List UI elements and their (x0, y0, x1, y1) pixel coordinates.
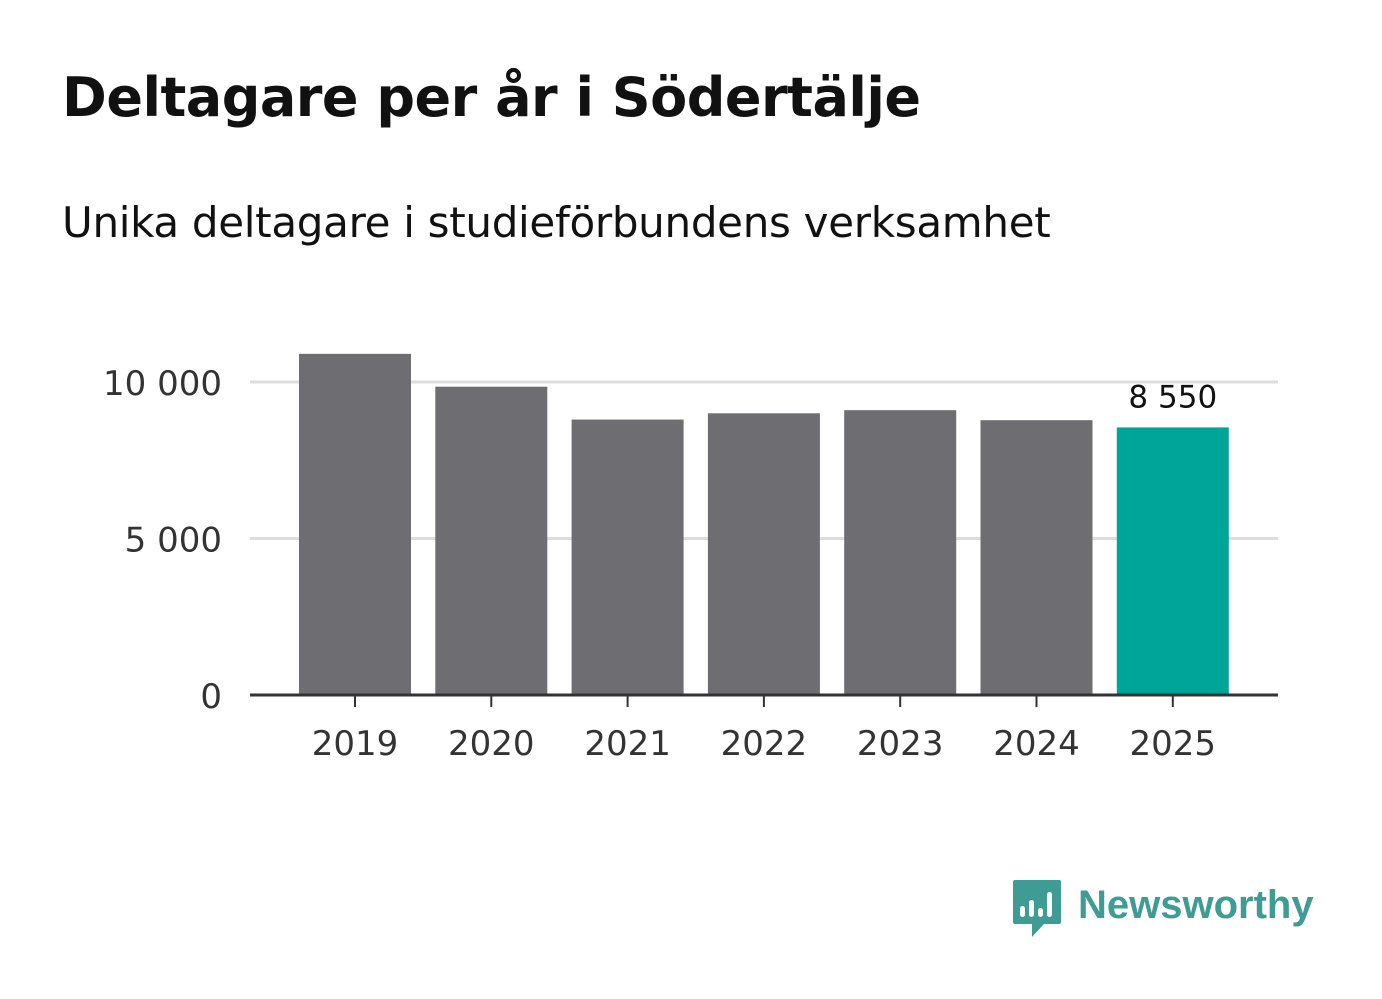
chart-bubble-icon (1013, 880, 1061, 937)
page-subtitle: Unika deltagare i studieförbundens verks… (62, 198, 1051, 247)
bar-layer (299, 353, 1229, 695)
y-tick-label: 0 (200, 677, 222, 717)
axis-layer (250, 693, 1278, 707)
y-tick-label: 5 000 (125, 521, 222, 561)
bar-2025 (1116, 427, 1229, 695)
bar-2023 (844, 410, 957, 695)
x-tick-label: 2020 (448, 724, 535, 764)
x-tick-label: 2022 (721, 724, 808, 764)
x-tick-label: 2019 (312, 724, 399, 764)
label-layer: 0 5 000 10 000 2019 2020 2021 2022 2023 2024 2025… (103, 364, 1217, 764)
x-tick-label: 2025 (1130, 724, 1217, 764)
x-tick-label: 2024 (993, 724, 1080, 764)
x-tick-label: 2023 (857, 724, 944, 764)
bar-2019 (299, 353, 411, 695)
data-label: 8 550 (1128, 379, 1217, 415)
brand-name: Newsworthy (1078, 882, 1314, 927)
bar-2021 (571, 419, 684, 695)
newsworthy-logo: Newsworthy (1012, 878, 1314, 940)
y-tick-label: 10 000 (103, 364, 222, 404)
bar-2022 (707, 413, 820, 695)
page-title: Deltagare per år i Södertälje (62, 66, 921, 129)
x-tick-label: 2021 (584, 724, 671, 764)
bar-2024 (980, 420, 1093, 695)
bar-2020 (435, 386, 548, 695)
